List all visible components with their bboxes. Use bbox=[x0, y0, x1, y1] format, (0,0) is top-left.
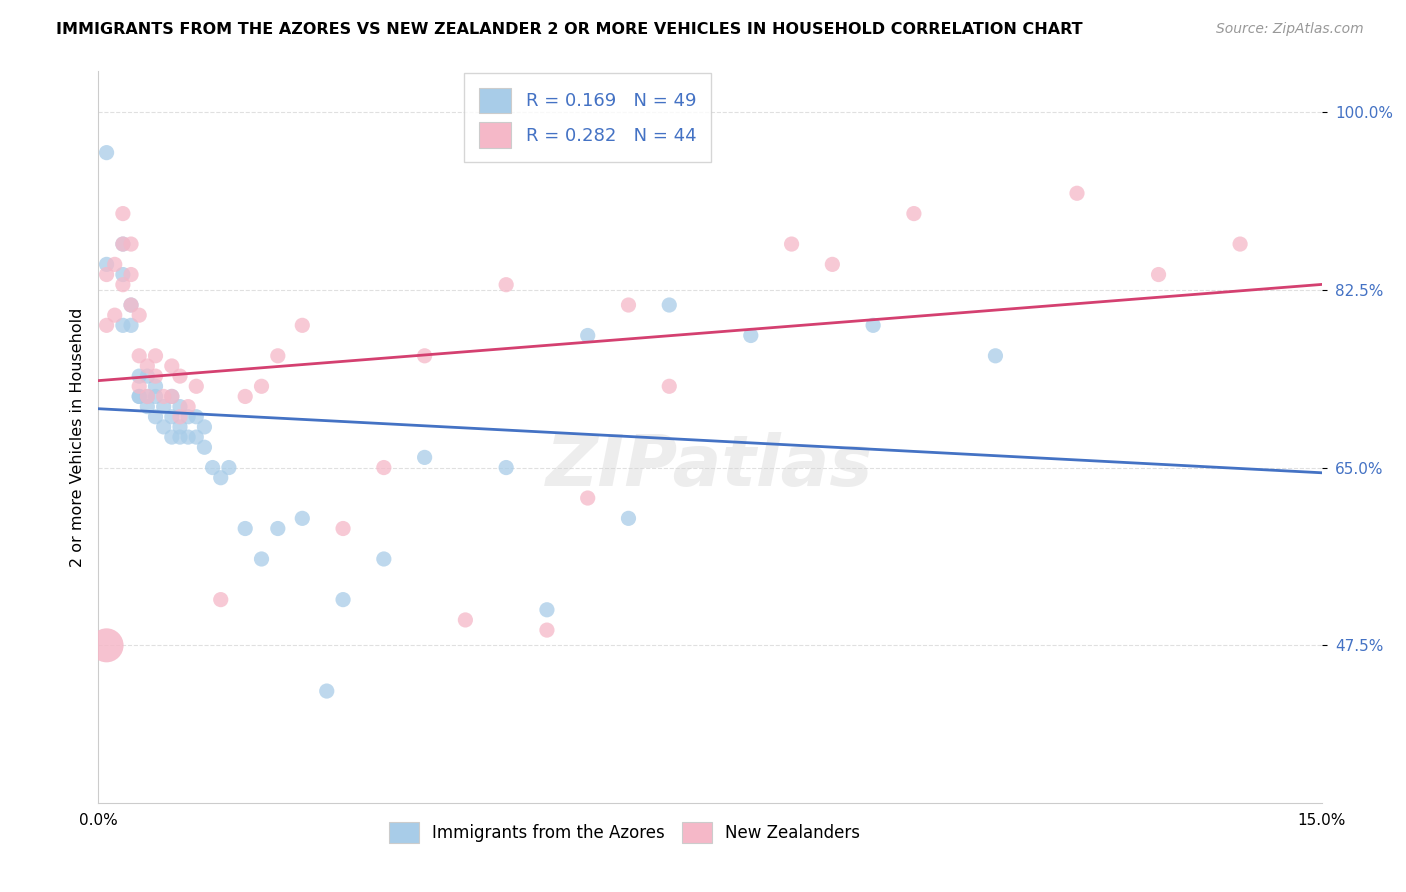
Point bbox=[96, 145, 118, 160]
Point bbox=[136, 389, 159, 403]
Point bbox=[291, 511, 314, 525]
Text: Source: ZipAtlas.com: Source: ZipAtlas.com bbox=[1216, 22, 1364, 37]
Point bbox=[1147, 268, 1170, 282]
Point bbox=[111, 318, 134, 333]
Point bbox=[373, 552, 395, 566]
Point bbox=[120, 237, 142, 252]
Point bbox=[120, 268, 142, 282]
Point bbox=[96, 318, 118, 333]
Point bbox=[169, 409, 191, 424]
Point bbox=[128, 349, 150, 363]
Point bbox=[193, 420, 215, 434]
Point bbox=[373, 460, 395, 475]
Point bbox=[201, 460, 224, 475]
Point bbox=[111, 268, 134, 282]
Point bbox=[536, 603, 558, 617]
Point bbox=[160, 389, 183, 403]
Point bbox=[128, 308, 150, 322]
Point bbox=[169, 420, 191, 434]
Y-axis label: 2 or more Vehicles in Household: 2 or more Vehicles in Household bbox=[69, 308, 84, 566]
Point bbox=[233, 389, 256, 403]
Point bbox=[152, 420, 174, 434]
Point bbox=[209, 471, 232, 485]
Point bbox=[160, 409, 183, 424]
Point bbox=[169, 369, 191, 384]
Legend: Immigrants from the Azores, New Zealanders: Immigrants from the Azores, New Zealande… bbox=[382, 815, 866, 849]
Point bbox=[233, 521, 256, 535]
Point bbox=[186, 430, 208, 444]
Point bbox=[495, 460, 517, 475]
Point bbox=[128, 369, 150, 384]
Point bbox=[209, 592, 232, 607]
Point bbox=[413, 349, 436, 363]
Point bbox=[218, 460, 240, 475]
Point bbox=[193, 440, 215, 454]
Point bbox=[128, 379, 150, 393]
Point bbox=[136, 359, 159, 373]
Point bbox=[160, 430, 183, 444]
Point bbox=[104, 308, 127, 322]
Point bbox=[536, 623, 558, 637]
Point bbox=[576, 491, 599, 505]
Point bbox=[250, 552, 273, 566]
Point bbox=[821, 257, 844, 271]
Point bbox=[1229, 237, 1251, 252]
Point bbox=[780, 237, 803, 252]
Point bbox=[495, 277, 517, 292]
Point bbox=[267, 521, 290, 535]
Point bbox=[617, 298, 640, 312]
Point bbox=[145, 379, 167, 393]
Point bbox=[169, 400, 191, 414]
Point bbox=[862, 318, 884, 333]
Point bbox=[96, 638, 118, 652]
Point bbox=[332, 592, 354, 607]
Point bbox=[128, 389, 150, 403]
Point bbox=[111, 237, 134, 252]
Text: ZIPatlas: ZIPatlas bbox=[547, 432, 873, 500]
Point bbox=[111, 206, 134, 220]
Point bbox=[617, 511, 640, 525]
Point bbox=[145, 409, 167, 424]
Point bbox=[658, 379, 681, 393]
Point bbox=[250, 379, 273, 393]
Point bbox=[984, 349, 1007, 363]
Point bbox=[136, 369, 159, 384]
Point bbox=[111, 237, 134, 252]
Text: IMMIGRANTS FROM THE AZORES VS NEW ZEALANDER 2 OR MORE VEHICLES IN HOUSEHOLD CORR: IMMIGRANTS FROM THE AZORES VS NEW ZEALAN… bbox=[56, 22, 1083, 37]
Point bbox=[332, 521, 354, 535]
Point bbox=[111, 277, 134, 292]
Point bbox=[160, 389, 183, 403]
Point bbox=[120, 298, 142, 312]
Point bbox=[128, 389, 150, 403]
Point bbox=[136, 389, 159, 403]
Point bbox=[120, 298, 142, 312]
Point bbox=[145, 369, 167, 384]
Point bbox=[136, 400, 159, 414]
Point bbox=[145, 389, 167, 403]
Point bbox=[177, 409, 200, 424]
Point bbox=[291, 318, 314, 333]
Point bbox=[658, 298, 681, 312]
Point bbox=[740, 328, 762, 343]
Point bbox=[576, 328, 599, 343]
Point bbox=[1066, 186, 1088, 201]
Point bbox=[145, 349, 167, 363]
Point bbox=[177, 400, 200, 414]
Point bbox=[177, 430, 200, 444]
Point bbox=[152, 389, 174, 403]
Point bbox=[96, 257, 118, 271]
Point bbox=[96, 268, 118, 282]
Point bbox=[160, 359, 183, 373]
Point bbox=[152, 400, 174, 414]
Point bbox=[169, 430, 191, 444]
Point bbox=[186, 409, 208, 424]
Point bbox=[413, 450, 436, 465]
Point bbox=[267, 349, 290, 363]
Point bbox=[454, 613, 477, 627]
Point bbox=[120, 318, 142, 333]
Point bbox=[903, 206, 925, 220]
Point bbox=[186, 379, 208, 393]
Point bbox=[315, 684, 337, 698]
Point bbox=[104, 257, 127, 271]
